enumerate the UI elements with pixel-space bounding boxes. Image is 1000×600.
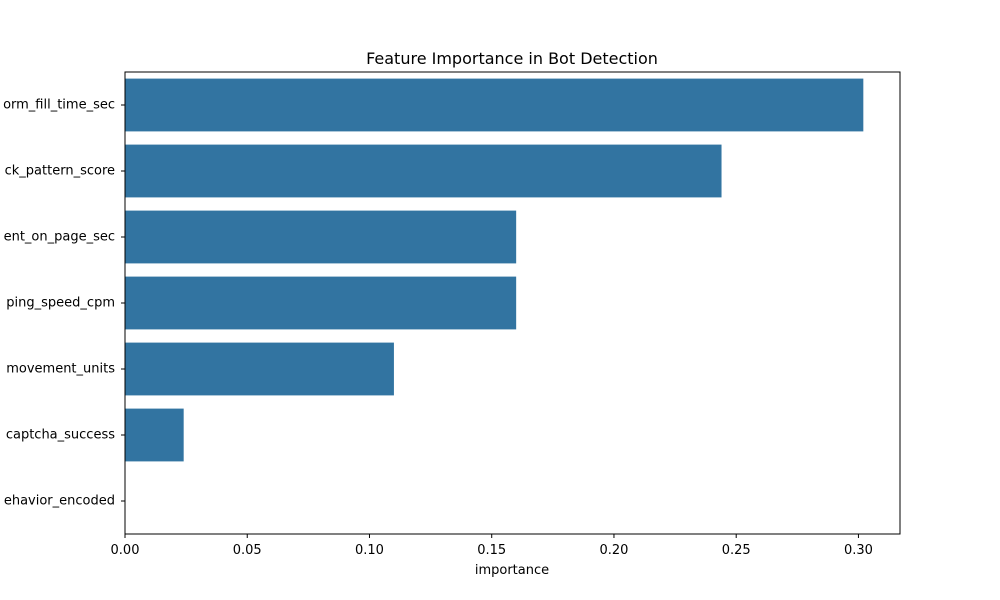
chart-title: Feature Importance in Bot Detection [366, 49, 658, 68]
y-tick-label: ping_speed_cpm [6, 296, 115, 311]
x-tick-label: 0.15 [477, 543, 506, 558]
bar-click-pattern-score [125, 144, 722, 198]
y-tick-label: ent_on_page_sec [4, 230, 115, 245]
y-tick-label: movement_units [6, 362, 115, 377]
x-tick-label: 0.25 [722, 543, 751, 558]
y-tick-label: ehavior_encoded [4, 494, 115, 509]
bar-form-fill-time-sec [125, 78, 864, 132]
x-axis-label: importance [475, 563, 549, 578]
y-tick-label: ck_pattern_score [5, 164, 115, 179]
x-tick-label: 0.00 [111, 543, 140, 558]
y-tick-label: captcha_success [6, 428, 115, 443]
y-axis-ticks: orm_fill_time_sec ck_pattern_score ent_on_… [3, 98, 125, 509]
bar-captcha-success [125, 408, 184, 462]
x-tick-label: 0.10 [355, 543, 384, 558]
bar-mouse-movement-units [125, 342, 394, 396]
bars-group [125, 78, 864, 462]
x-tick-label: 0.30 [844, 543, 873, 558]
x-tick-label: 0.20 [599, 543, 628, 558]
bar-time-spent-on-page-sec [125, 210, 517, 264]
y-tick-label: orm_fill_time_sec [3, 98, 115, 113]
plot-frame [124, 71, 901, 535]
x-tick-label: 0.05 [233, 543, 262, 558]
bar-typing-speed-cpm [125, 276, 517, 330]
x-axis-ticks: 0.00 0.05 0.10 0.15 0.20 0.25 0.30 [111, 534, 873, 558]
